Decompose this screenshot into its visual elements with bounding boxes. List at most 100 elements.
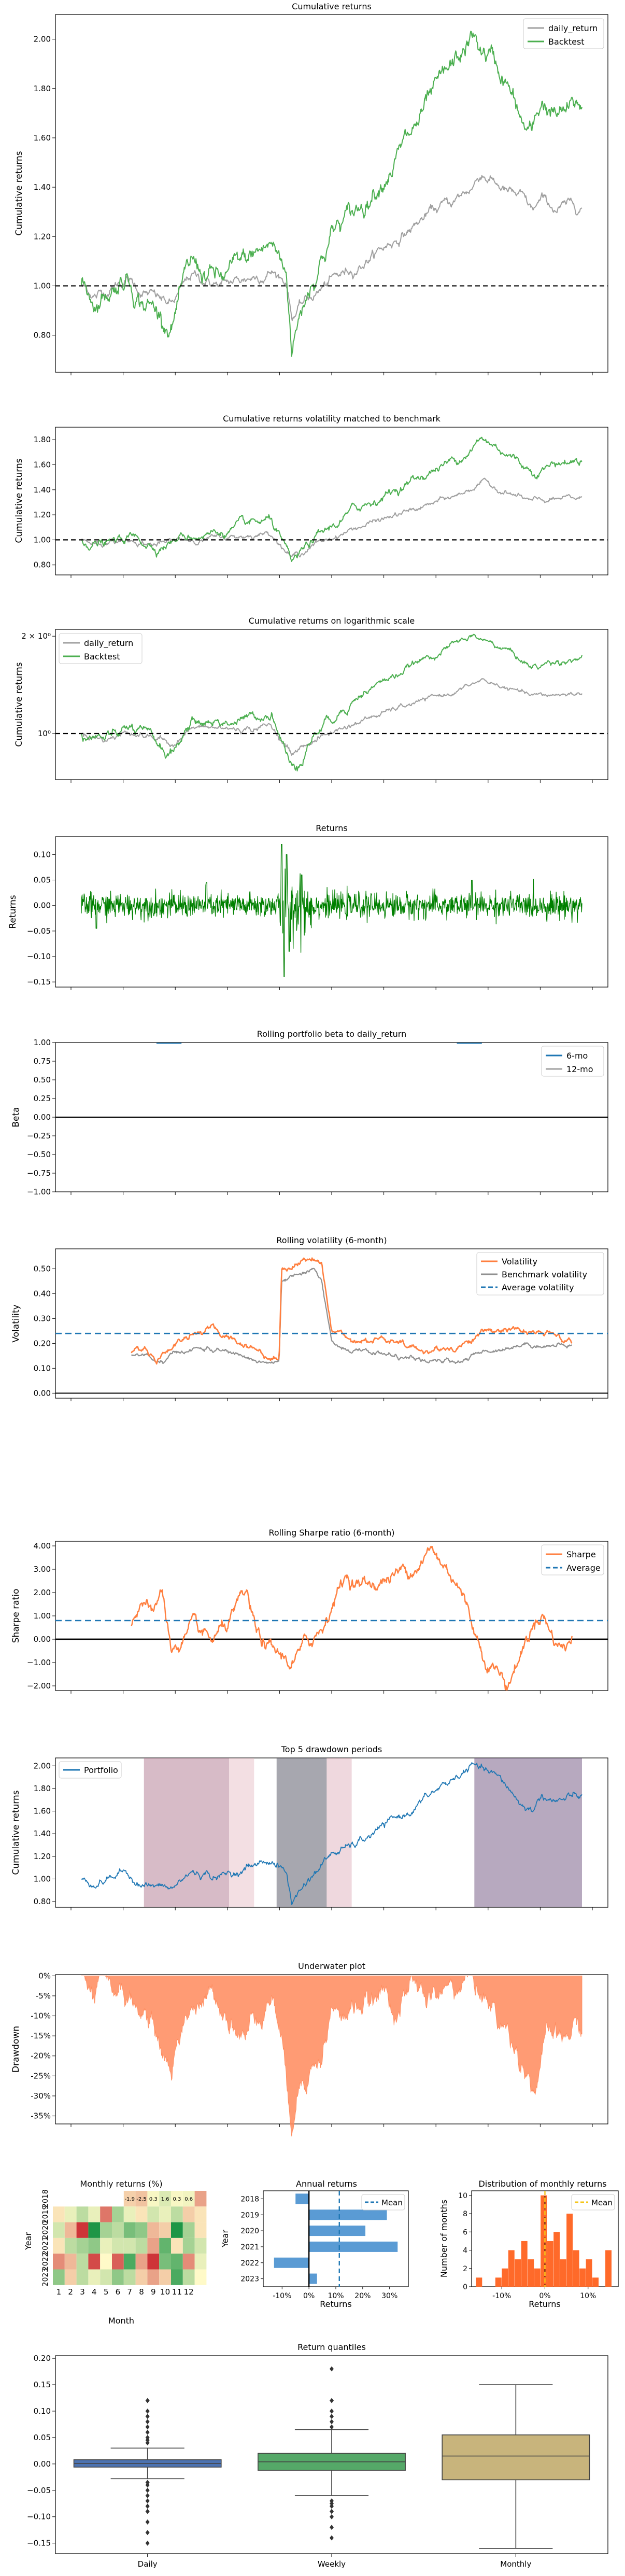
vol-title: Rolling volatility (6-month): [276, 1235, 387, 1245]
quantiles-ytick-label: −0.05: [27, 2486, 51, 2495]
drawdown-ytick-label: 1.80: [34, 1784, 51, 1793]
quantiles-ytick-label: −0.15: [27, 2539, 51, 2548]
heatmap-month-label: 1: [56, 2287, 62, 2297]
drawdown-period-band: [326, 1758, 352, 1907]
cumret-ytick-label: 2.00: [34, 35, 51, 44]
dist-ytick-label: 0: [463, 2283, 467, 2291]
drawdown-portfolio-line: [81, 1762, 583, 1905]
heatmap-cell: [147, 2237, 160, 2254]
logscale-line-benchmark: [81, 678, 583, 756]
heatmap-cell: [194, 2206, 207, 2222]
panel-distribution: Distribution of monthly returns Number o…: [439, 2179, 619, 2309]
dist-bar: [566, 2214, 573, 2287]
quantiles-flier: [330, 2501, 334, 2507]
beta-ytick-label: 0.50: [34, 1075, 51, 1085]
sharpe-ytick-label: 1.00: [34, 1611, 51, 1621]
sharpe-ylabel: Sharpe ratio: [11, 1589, 21, 1643]
sharpe-ytick-label: 2.00: [34, 1588, 51, 1597]
dist-xlabel: Returns: [529, 2299, 560, 2309]
annual-year-label: 2022: [240, 2259, 259, 2268]
vol-legend-label-average: Average volatility: [502, 1283, 574, 1292]
returns-ytick-label: 0.10: [34, 850, 51, 859]
underwater-ytick-label: 0%: [38, 1971, 51, 1980]
heatmap-cell-value: 0.3: [149, 2197, 158, 2202]
panel-underwater: Underwater plot Drawdown 0% -5% -10% -15% -2…: [11, 1961, 608, 2137]
dist-bar: [534, 2268, 541, 2287]
heatmap-cell: [194, 2269, 207, 2285]
heatmap-cell: [171, 2237, 183, 2254]
sharpe-legend-label-sharpe: Sharpe: [566, 1550, 596, 1559]
annual-legend-label-mean: Mean: [381, 2198, 403, 2207]
drawdown-ytick-label: 1.00: [34, 1874, 51, 1883]
logscale-line-strategy: [81, 634, 583, 772]
annual-ylabel: Year: [220, 2230, 230, 2248]
heatmap-cell: [182, 2254, 195, 2270]
annual-bar: [309, 2226, 366, 2236]
heatmap-cell: [100, 2222, 112, 2238]
annual-xtick-label: -10%: [273, 2292, 291, 2300]
quantiles-flier: [330, 2535, 334, 2541]
drawdown-ytick-label: 1.20: [34, 1852, 51, 1861]
heatmap-cell: [53, 2269, 65, 2285]
heatmap-cell: [147, 2254, 160, 2270]
heatmap-cell: [159, 2237, 171, 2254]
beta-ylabel: Beta: [11, 1107, 21, 1127]
heatmap-cell: [147, 2191, 160, 2207]
panel-monthly-returns: Monthly returns (%) Year Month -1.9 -2.5 0…: [23, 2179, 207, 2326]
returns-ylabel: Returns: [8, 895, 18, 928]
heatmap-cell: [159, 2269, 171, 2285]
panel-beta: Rolling portfolio beta to daily_return B…: [11, 1029, 608, 1196]
beta-title: Rolling portfolio beta to daily_return: [257, 1029, 406, 1039]
drawdown-ytick-label: 1.60: [34, 1807, 51, 1816]
heatmap-cell: [112, 2206, 124, 2222]
beta-ytick-label: 0.75: [34, 1057, 51, 1066]
heatmap-cell: [171, 2254, 183, 2270]
panel-annual-returns: Annual returns Year Returns 2018 2019 2020…: [220, 2179, 409, 2309]
drawdown-ylabel: Cumulative returns: [11, 1790, 21, 1875]
quantiles-flier: [330, 2366, 334, 2372]
returns-ytick-label: −0.10: [27, 952, 51, 961]
dist-xtick-label: 10%: [580, 2292, 596, 2300]
annual-legend: Mean: [361, 2194, 405, 2211]
annual-legend-box: [361, 2194, 405, 2211]
logscale-title: Cumulative returns on logarithmic scale: [249, 616, 415, 626]
heatmap-cell: [194, 2254, 207, 2270]
heatmap-cell: [64, 2191, 77, 2207]
underwater-ytick-label: -15%: [31, 2031, 51, 2040]
heatmap-cell: [123, 2191, 136, 2207]
heatmap-cell: [171, 2222, 183, 2238]
volmatch-ytick-label: 1.80: [34, 435, 51, 444]
heatmap-cell: [159, 2206, 171, 2222]
heatmap-cell: [88, 2222, 101, 2238]
volmatch-ytick-label: 1.40: [34, 485, 51, 495]
vol-ytick-label: 0.10: [34, 1363, 51, 1373]
beta-ytick-label: 1.00: [34, 1038, 51, 1047]
heatmap-cell: [53, 2191, 65, 2207]
quantiles-flier: [330, 2525, 334, 2530]
cumret-ytick-label: 1.20: [34, 232, 51, 241]
dist-bar: [573, 2250, 579, 2287]
sharpe-ytick-label: −1.00: [27, 1658, 51, 1667]
heatmap-cell-value: -1.9: [124, 2197, 135, 2202]
heatmap-month-label: 8: [139, 2287, 144, 2297]
heatmap-cell: [112, 2191, 124, 2207]
heatmap-cell: [112, 2237, 124, 2254]
cumret-title: Cumulative returns: [292, 2, 372, 11]
beta-ytick-label: 0.00: [34, 1113, 51, 1122]
vol-plot-area: 0.00 0.10 0.20 0.30 0.40 0.50: [34, 1257, 608, 1401]
heatmap-month-label: 2: [68, 2287, 73, 2297]
volmatch-ylabel: Cumulative returns: [14, 458, 24, 543]
annual-bar: [309, 2209, 387, 2220]
cumret-plot-area: 0.80 1.00 1.20 1.40 1.60 1.80 2.00: [34, 31, 608, 375]
quantiles-flier: [145, 2408, 150, 2414]
quantiles-flier: [145, 2414, 150, 2419]
drawdown-period-band: [229, 1758, 254, 1907]
volmatch-ytick-label: 1.00: [34, 535, 51, 544]
heatmap-cell: [159, 2222, 171, 2238]
dist-bar: [592, 2277, 599, 2287]
volmatch-title: Cumulative returns volatility matched to…: [223, 414, 441, 424]
heatmap-cell: [100, 2254, 112, 2270]
drawdown-ytick-label: 2.00: [34, 1761, 51, 1770]
heatmap-cell: [171, 2269, 183, 2285]
dist-bar: [528, 2259, 534, 2287]
